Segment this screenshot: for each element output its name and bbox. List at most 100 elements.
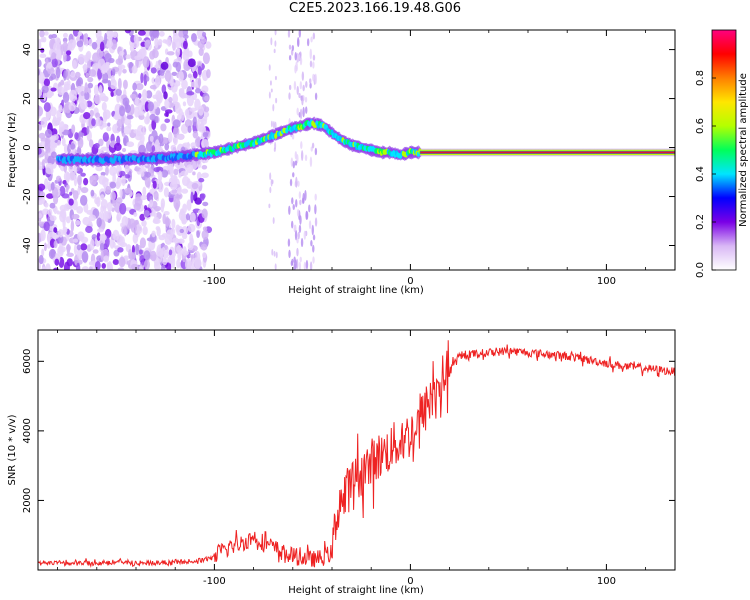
noise-speck [123, 225, 127, 237]
noise-speck [106, 262, 110, 269]
snr-axes: -100 0 100 2000 4000 6000 [22, 330, 675, 587]
noise-speck [136, 125, 145, 137]
noise-speck [192, 116, 197, 127]
noise-speck [112, 31, 118, 39]
noise-speck [60, 208, 67, 220]
noise-speck [119, 189, 123, 198]
noise-speck [180, 170, 189, 177]
noise-speck [299, 199, 302, 206]
noise-speck [46, 193, 55, 199]
noise-speck [43, 102, 51, 112]
noise-speck [298, 30, 302, 38]
noise-speck [268, 64, 271, 71]
noise-speck [41, 85, 49, 94]
noise-speck [293, 256, 296, 264]
noise-speck [131, 244, 136, 255]
noise-speck [104, 52, 112, 63]
noise-speck [166, 51, 175, 56]
noise-speck [83, 63, 88, 74]
noise-speck [178, 70, 184, 82]
noise-speck [189, 254, 197, 259]
noise-speck [205, 41, 212, 49]
noise-speck [116, 214, 120, 221]
noise-speck [158, 133, 164, 144]
spectrogram-data [38, 30, 675, 270]
noise-speck [122, 97, 130, 107]
noise-speck [41, 266, 47, 270]
noise-speck [297, 231, 300, 240]
noise-speck [309, 261, 313, 270]
noise-speck [44, 202, 49, 208]
noise-speck [179, 228, 185, 234]
noise-speck [122, 68, 127, 74]
noise-speck [189, 212, 196, 223]
noise-speck [201, 172, 209, 179]
noise-speck [171, 256, 176, 269]
noise-speck [139, 213, 146, 221]
noise-speck [303, 230, 307, 240]
noise-speck [272, 103, 275, 112]
noise-speck [159, 74, 166, 79]
noise-speck [298, 224, 302, 233]
noise-speck [197, 77, 202, 88]
noise-speck [168, 96, 173, 103]
noise-speck [306, 38, 310, 47]
noise-speck [76, 244, 81, 251]
noise-speck [63, 70, 67, 81]
noise-speck [137, 93, 142, 99]
noise-speck [305, 259, 309, 270]
colorbar: 0.0 0.2 0.4 0.6 0.8 Normalized spectral ampl… [695, 29, 749, 278]
noise-speck [115, 58, 124, 65]
noise-speck [121, 123, 125, 136]
noise-speck [115, 88, 122, 96]
noise-speck [155, 60, 159, 69]
noise-speck [50, 181, 55, 191]
noise-speck [190, 191, 194, 204]
noise-speck [201, 208, 208, 219]
noise-speck [190, 81, 198, 88]
noise-speck [99, 120, 104, 130]
noise-speck [123, 125, 132, 135]
noise-speck [300, 237, 304, 248]
noise-speck [296, 209, 300, 217]
noise-speck [104, 228, 112, 239]
noise-speck [174, 101, 181, 114]
noise-speck [172, 32, 179, 43]
noise-speck [96, 232, 101, 241]
noise-speck [293, 224, 296, 233]
noise-speck [81, 266, 89, 270]
noise-speck [99, 41, 105, 52]
noise-speck [134, 196, 143, 207]
noise-speck [52, 114, 57, 123]
noise-speck [99, 243, 105, 251]
noise-speck [192, 130, 199, 139]
noise-speck [41, 248, 45, 257]
spectrogram-x-axis-label: Height of straight line (km) [288, 285, 424, 296]
noise-speck [182, 203, 187, 214]
noise-speck [98, 138, 104, 147]
x-tick-label: -100 [203, 576, 226, 587]
noise-speck [275, 97, 278, 104]
noise-speck [187, 73, 193, 79]
noise-speck [296, 247, 299, 257]
noise-speck [137, 102, 145, 112]
noise-speck [89, 109, 94, 118]
colorbar-tick-label: 0.8 [695, 70, 706, 86]
noise-speck [38, 221, 45, 227]
noise-speck [104, 32, 108, 45]
noise-speck [62, 37, 68, 43]
noise-speck [87, 82, 94, 89]
noise-speck [164, 142, 170, 151]
noise-speck [93, 93, 102, 105]
noise-speck [182, 101, 187, 107]
noise-speck [38, 254, 44, 265]
noise-speck [304, 190, 307, 201]
noise-speck [72, 190, 79, 200]
noise-speck [172, 93, 179, 105]
noise-speck [190, 32, 197, 43]
noise-speck [294, 52, 297, 61]
noise-speck [183, 47, 189, 56]
noise-speck [133, 34, 139, 44]
noise-speck [299, 256, 302, 263]
noise-speck [275, 251, 278, 259]
